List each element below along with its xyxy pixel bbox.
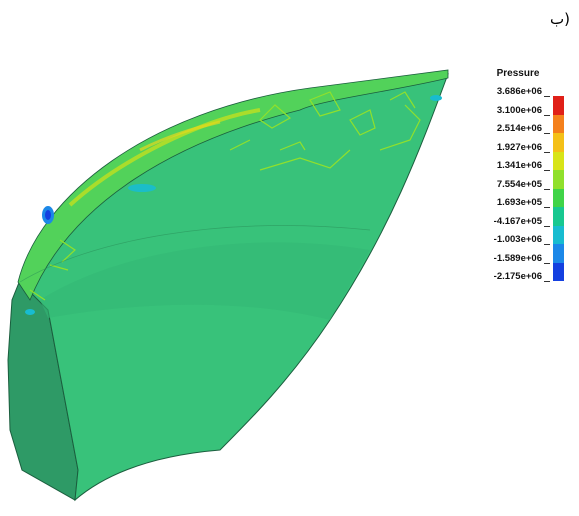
legend-swatch	[553, 188, 564, 207]
blade-edge-line	[19, 225, 371, 283]
legend-value: 7.554e+05	[496, 178, 542, 190]
blade-shading	[40, 242, 370, 320]
legend-value: 1.693e+05	[496, 197, 542, 208]
legend-value: -2.175e+06	[493, 271, 542, 282]
legend-tick	[544, 225, 550, 227]
legend-value: -1.003e+06	[493, 234, 542, 245]
legend-value: 3.686e+06	[496, 86, 542, 97]
legend-title: Pressure	[496, 68, 540, 79]
figure-label: ب)	[550, 10, 570, 28]
legend-swatch	[553, 114, 564, 133]
legend-tick	[544, 170, 550, 171]
legend-tick	[544, 133, 550, 134]
legend-swatch	[553, 96, 564, 115]
legend-value: -4.167e+05	[493, 215, 542, 227]
rim-highlight	[68, 108, 261, 207]
legend-swatch	[553, 170, 564, 189]
legend-value: 1.927e+06	[496, 141, 542, 153]
legend-swatch	[553, 225, 564, 244]
legend-swatch	[553, 262, 564, 281]
legend-tick	[544, 244, 550, 245]
legend-swatch	[553, 244, 564, 263]
low-pressure-spot	[25, 309, 35, 315]
legend-tick	[544, 188, 550, 190]
low-pressure-spot	[430, 95, 442, 101]
legend-tick	[544, 96, 550, 97]
low-pressure-spot	[128, 184, 156, 192]
legend-value: -1.589e+06	[493, 252, 542, 264]
legend-swatch	[553, 133, 564, 152]
contour-lines	[29, 91, 421, 301]
legend-swatch	[553, 207, 564, 226]
low-pressure-spot	[45, 210, 51, 220]
legend-tick	[544, 207, 550, 208]
legend-tick	[544, 262, 550, 264]
legend-tick	[544, 281, 550, 282]
legend-swatch	[553, 151, 564, 170]
legend-tick	[544, 151, 550, 153]
legend-tick	[544, 114, 550, 116]
legend-value: 1.341e+06	[496, 160, 542, 171]
legend-value: 3.100e+06	[496, 104, 542, 116]
legend-value: 2.514e+06	[496, 123, 542, 134]
rim-highlight-2	[139, 120, 221, 152]
